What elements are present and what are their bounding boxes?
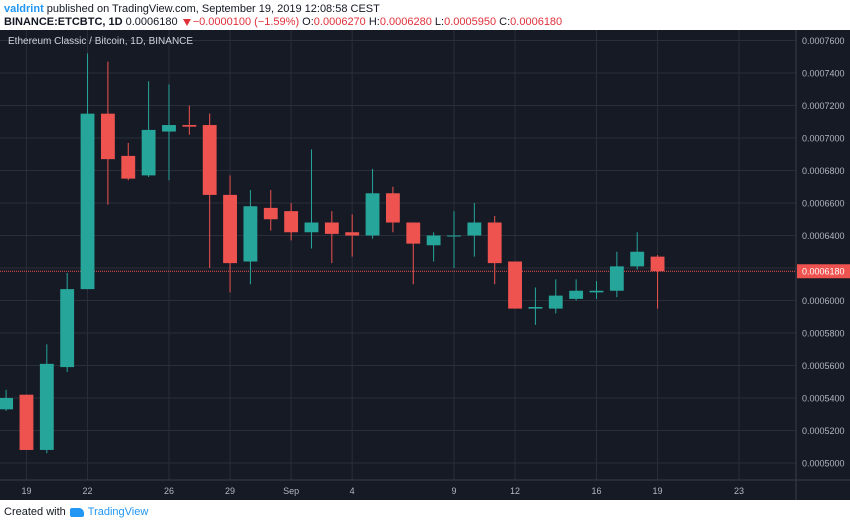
candle-body	[406, 222, 421, 244]
chart-background	[0, 30, 850, 500]
time-axis[interactable]: 19 22 26 29 Sep 4 9 12 16 19 23	[0, 479, 850, 496]
candle-body	[243, 206, 258, 262]
candle-body	[650, 256, 665, 272]
publish-info: valdrint published on TradingView.com, S…	[4, 3, 380, 15]
x-tick-label: 22	[83, 486, 93, 496]
candle-body	[304, 222, 319, 233]
candle-body	[223, 194, 237, 264]
down-arrow-icon	[182, 18, 191, 26]
candle-body	[284, 211, 299, 233]
x-tick-label: 9	[451, 486, 456, 496]
tradingview-logo-icon	[69, 507, 84, 517]
last-price: 0.0006180	[125, 16, 178, 28]
candle-body	[100, 113, 115, 160]
high-value: 0.0006280	[379, 16, 432, 28]
y-tick-label: 0.0006800	[802, 166, 845, 176]
candle-body	[60, 289, 75, 368]
candle-body	[447, 235, 461, 237]
chart-title: Ethereum Classic / Bitcoin, 1D, BINANCE	[8, 36, 193, 47]
candle-body	[609, 266, 624, 291]
x-tick-label: 19	[653, 486, 663, 496]
y-tick-label: 0.0007600	[802, 36, 845, 46]
x-tick-label: 29	[225, 486, 235, 496]
y-tick-label: 0.0005600	[802, 361, 845, 371]
candle-body	[569, 290, 584, 299]
y-tick-label: 0.0007200	[802, 101, 845, 111]
x-tick-label: 19	[21, 486, 31, 496]
created-with-text: Created with	[4, 506, 66, 518]
y-tick-label: 0.0007400	[802, 69, 845, 79]
publish-text: published on TradingView.com, September …	[46, 3, 380, 15]
candle-body	[121, 155, 136, 179]
low-label: L:	[434, 16, 445, 28]
y-tick-label: 0.0007000	[802, 134, 845, 144]
low-value: 0.0005950	[444, 16, 497, 28]
current-price-label: 0.0006180	[802, 267, 845, 277]
candle-body	[19, 394, 34, 450]
candle-body	[0, 397, 14, 410]
current-price-badge	[797, 264, 850, 279]
x-tick-label: 26	[164, 486, 174, 496]
author-link[interactable]: valdrint	[4, 3, 44, 15]
x-tick-label: 4	[350, 486, 355, 496]
y-tick-label: 0.0006000	[802, 296, 845, 306]
candle-body	[263, 207, 278, 220]
candle-body	[365, 193, 380, 236]
close-value: 0.0006180	[510, 16, 563, 28]
x-tick-label: 16	[591, 486, 601, 496]
x-tick-label: Sep	[283, 486, 299, 496]
candle-body	[345, 232, 360, 236]
candle-body	[487, 222, 502, 264]
y-tick-label: 0.0006400	[802, 231, 845, 241]
candle-body	[324, 222, 339, 234]
y-tick-label: 0.0005200	[802, 426, 845, 436]
candle-body	[548, 295, 563, 309]
candle-body	[39, 363, 54, 450]
high-label: H:	[368, 16, 380, 28]
y-tick-label: 0.0005800	[802, 328, 845, 338]
symbol-name: BINANCE:ETCBTC, 1D	[4, 16, 123, 28]
candle-body	[589, 290, 604, 293]
candle-body	[426, 235, 441, 246]
y-tick-label: 0.0006600	[802, 199, 845, 209]
close-label: C:	[499, 16, 511, 28]
candle-body	[182, 125, 197, 127]
open-value: 0.0006270	[313, 16, 366, 28]
tradingview-brand[interactable]: TradingView	[87, 506, 149, 518]
x-tick-label: 12	[510, 486, 520, 496]
candle-body	[80, 113, 95, 290]
candles	[0, 53, 665, 454]
symbol-legend: BINANCE:ETCBTC, 1D 0.0006180 −0.0000100 …	[4, 16, 562, 28]
price-axis[interactable]: 0.0005000 0.0005200 0.0005400 0.0005600 0.00…	[795, 30, 850, 500]
candle-body	[385, 193, 400, 223]
candle-body	[141, 129, 156, 176]
open-label: O:	[302, 16, 314, 28]
candle-body	[508, 261, 522, 309]
candle-body	[528, 306, 543, 309]
x-tick-label: 23	[734, 486, 744, 496]
candle-body	[162, 125, 176, 132]
y-tick-label: 0.0005000	[802, 458, 845, 468]
footer: Created with TradingView	[4, 506, 148, 518]
candle-body	[202, 125, 217, 195]
candle-body	[630, 251, 645, 267]
y-tick-label: 0.0005400	[802, 393, 845, 403]
price-change: −0.0000100 (−1.59%)	[192, 16, 300, 28]
candle-body	[467, 222, 482, 236]
candlestick-chart[interactable]: 0.0005000 0.0005200 0.0005400 0.0005600 0.00…	[0, 30, 850, 500]
